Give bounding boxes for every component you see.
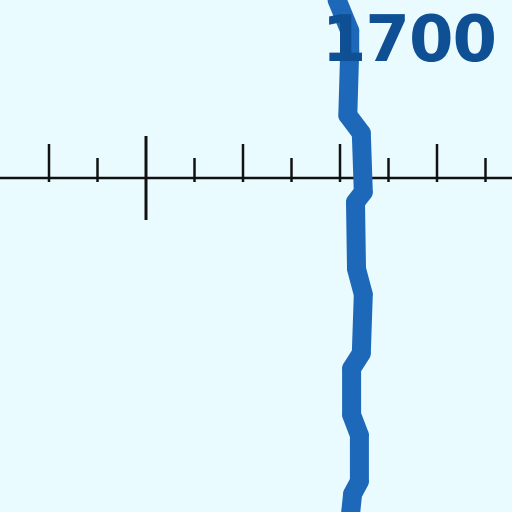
series-point bbox=[343, 484, 363, 504]
series-point bbox=[338, 105, 358, 125]
series-line bbox=[328, 0, 373, 512]
series-point bbox=[340, 21, 360, 41]
series-point bbox=[349, 425, 369, 445]
series-point bbox=[341, 502, 361, 512]
series-point bbox=[351, 123, 371, 143]
series-point bbox=[342, 405, 362, 425]
series-point bbox=[347, 259, 366, 279]
series-point bbox=[327, 0, 347, 10]
series-point bbox=[346, 192, 365, 212]
series-point bbox=[340, 41, 360, 61]
series-point bbox=[351, 343, 371, 363]
year-label: 1700 bbox=[321, 3, 497, 77]
series-point bbox=[342, 359, 362, 379]
series-point bbox=[353, 284, 373, 304]
